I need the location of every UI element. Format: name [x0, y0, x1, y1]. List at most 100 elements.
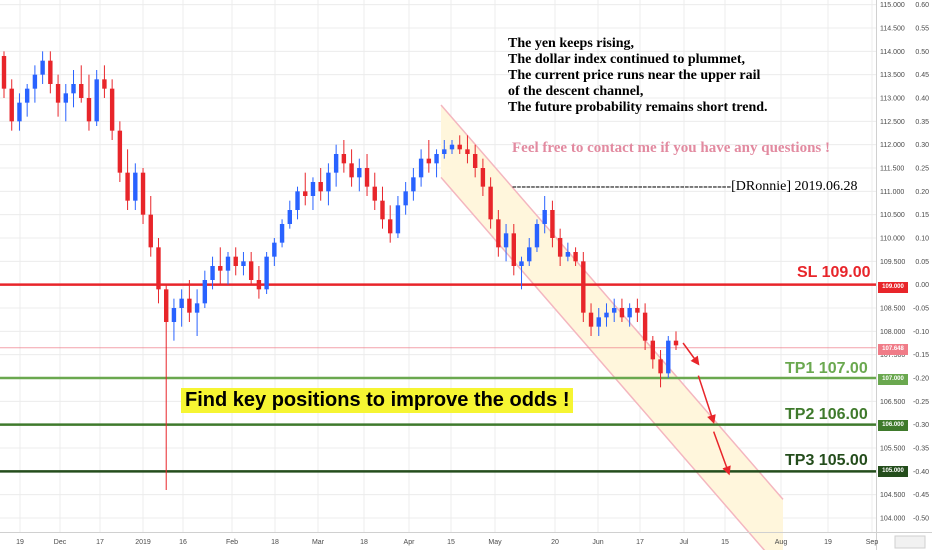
- percent-tick-label: -0.30: [913, 422, 929, 429]
- candle-body: [557, 238, 563, 257]
- candle: [349, 149, 354, 187]
- tp3-price-tag: 105.000: [878, 466, 908, 477]
- candle: [109, 79, 115, 140]
- candle: [148, 196, 153, 257]
- percent-tick-label: 0.05: [915, 259, 929, 266]
- candle-body: [457, 144, 462, 150]
- candle: [48, 51, 53, 94]
- candle: [503, 224, 509, 262]
- candle-body: [287, 210, 292, 224]
- candle-body: [666, 340, 671, 374]
- candle-body: [418, 158, 424, 178]
- percent-tick-label: 0.45: [915, 72, 929, 79]
- candle-body: [156, 247, 161, 290]
- candle-body: [187, 298, 192, 313]
- candle: [333, 144, 339, 187]
- candle-body: [604, 312, 609, 318]
- candle-body: [550, 210, 555, 238]
- candle: [194, 289, 200, 336]
- percent-tick-label: -0.10: [913, 329, 929, 336]
- price-tick-label: 105.500: [880, 446, 905, 453]
- projection-arrows: [682, 342, 731, 476]
- candle: [256, 266, 262, 299]
- time-axis-button: [894, 535, 926, 549]
- candle-body: [465, 149, 470, 154]
- time-axis: 19 Dec 17 2019 16 Feb 18 Mar 18 Apr 15 May 20 Jun 17 Ju…: [0, 532, 932, 549]
- candle: [472, 144, 478, 178]
- candle-body: [496, 219, 501, 248]
- note-line: The current price runs near the upper ra…: [508, 68, 761, 83]
- candle-body: [542, 210, 547, 224]
- percent-tick-label: -0.50: [913, 516, 929, 523]
- candle: [202, 270, 208, 308]
- candle: [357, 158, 362, 192]
- percent-tick-label: -0.40: [913, 469, 929, 476]
- candlestick-series: [1, 51, 679, 490]
- candle: [581, 252, 586, 322]
- projection-arrow: [712, 431, 731, 476]
- candle-body: [55, 84, 61, 103]
- percent-tick-label: 0.10: [915, 236, 929, 243]
- candle: [1, 51, 7, 98]
- candle-body: [125, 172, 130, 201]
- percent-tick-label: 0.50: [915, 49, 929, 56]
- date-tick-label: Sep: [866, 539, 879, 546]
- candle-body: [32, 74, 38, 89]
- candle-body: [94, 79, 99, 122]
- candle: [125, 149, 130, 210]
- candle: [140, 168, 146, 224]
- price-tick-label: 113.500: [880, 72, 905, 79]
- signature-note: ----------------------------------------…: [512, 179, 858, 194]
- note-line: of the descent channel,: [508, 84, 644, 99]
- candle-body: [573, 252, 578, 262]
- candle-body: [527, 247, 532, 262]
- tp1-label: TP1 107.00: [785, 360, 868, 377]
- candle: [295, 186, 300, 220]
- date-tick-label: 19: [16, 539, 24, 546]
- candle-body: [264, 256, 269, 290]
- date-tick-label: 2019: [135, 539, 151, 546]
- date-tick-label: 17: [636, 539, 644, 546]
- percent-tick-label: -0.45: [913, 492, 929, 499]
- candle: [287, 200, 292, 229]
- candle-body: [411, 177, 416, 192]
- candle: [527, 238, 532, 266]
- candle: [133, 163, 138, 210]
- percent-tick-label: 0.55: [915, 26, 929, 33]
- candle-body: [256, 280, 262, 290]
- note-line: The future probability remains short tre…: [508, 100, 768, 115]
- candle: [341, 140, 347, 173]
- tp2-label: TP2 106.00: [785, 406, 868, 423]
- date-tick-label: May: [488, 539, 502, 546]
- price-tick-label: 113.000: [880, 96, 905, 103]
- percent-tick-label: -0.35: [913, 446, 929, 453]
- price-tick-label: 114.000: [880, 49, 905, 56]
- candle: [32, 65, 38, 103]
- percent-tick-label: 0.60: [915, 2, 929, 9]
- candle-body: [434, 154, 439, 164]
- candle: [426, 140, 432, 173]
- price-tick-label: 111.000: [880, 189, 904, 196]
- candle-body: [619, 308, 625, 318]
- candle: [457, 135, 462, 154]
- callout-banner: Find key positions to improve the odds !: [181, 388, 574, 413]
- price-tick-label: 104.500: [880, 492, 905, 499]
- candle: [117, 121, 123, 182]
- candle: [519, 256, 524, 290]
- candle-body: [635, 308, 640, 313]
- date-tick-label: 15: [447, 539, 455, 546]
- candle-body: [442, 149, 447, 154]
- candle-body: [202, 280, 208, 304]
- candle: [372, 172, 377, 210]
- candle: [588, 303, 594, 336]
- candle-body: [503, 233, 509, 248]
- candle: [55, 74, 61, 117]
- candle: [264, 252, 269, 294]
- candle-body: [24, 88, 30, 103]
- note-line: The yen keeps rising,: [508, 36, 635, 51]
- candle-body: [79, 84, 84, 98]
- candle-body: [588, 312, 594, 327]
- candle-body: [310, 182, 316, 196]
- percent-tick-label: 0.15: [915, 212, 929, 219]
- candle-body: [372, 186, 377, 201]
